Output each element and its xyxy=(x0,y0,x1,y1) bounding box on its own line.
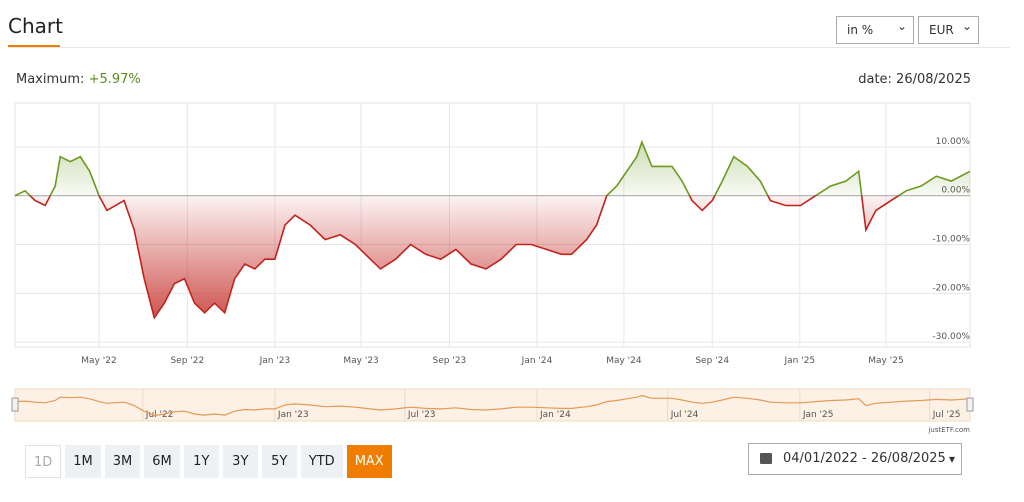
navigator-tick-label: Jan '25 xyxy=(802,410,834,420)
range-button[interactable]: MAX xyxy=(346,445,392,478)
title: Chart xyxy=(8,14,63,38)
line xyxy=(14,139,971,320)
x-tick-label: May '25 xyxy=(868,356,903,366)
x-tick-label: May '23 xyxy=(343,356,378,366)
maximum-label: Maximum: xyxy=(16,72,85,87)
range-button: 1D xyxy=(25,445,62,478)
date: date: 26/08/2025 xyxy=(858,72,971,87)
range-button[interactable]: 6M xyxy=(144,445,180,478)
y-tick-label: -10.00% xyxy=(932,235,970,245)
y-tick-label: -20.00% xyxy=(932,283,970,293)
date-range: 04/01/2022 - 26/08/2025 xyxy=(783,451,946,466)
calendar-icon xyxy=(760,453,772,464)
x-tick-label: Jan '24 xyxy=(521,356,553,366)
x-tick-label: May '22 xyxy=(81,356,116,366)
navigator-tick-label: Jul '24 xyxy=(670,410,699,420)
x-tick-label: Sep '24 xyxy=(695,356,729,366)
range-button[interactable]: 1Y xyxy=(183,445,219,478)
navigator-line xyxy=(14,394,971,417)
credit: justETF.com xyxy=(927,426,970,434)
range-buttons: 1D 1M 3M 6M 1Y 3Y 5Y YTD MAX xyxy=(25,445,392,478)
date-range-picker[interactable]: 04/01/2022 - 26/08/2025 xyxy=(748,443,962,475)
maximum-value: +5.97% xyxy=(88,72,141,87)
range-button[interactable]: 1M xyxy=(65,445,101,478)
y-tick-label: -30.00% xyxy=(932,332,970,342)
x-tick-label: Jan '23 xyxy=(259,356,291,366)
currency-select[interactable]: EUR xyxy=(918,13,979,44)
navigator-tick-label: Jul '23 xyxy=(407,410,436,420)
tab-underline xyxy=(8,45,60,47)
range-button[interactable]: YTD xyxy=(300,445,343,478)
range-button[interactable]: 5Y xyxy=(261,445,297,478)
area xyxy=(15,142,970,318)
navigator-handle[interactable] xyxy=(966,397,974,412)
x-tick-label: Sep '22 xyxy=(170,356,204,366)
range-button[interactable]: 3Y xyxy=(222,445,258,478)
y-tick-label: 10.00% xyxy=(936,137,971,147)
x-tick-label: Jan '25 xyxy=(783,356,815,366)
navigator-tick-label: Jan '23 xyxy=(277,410,309,420)
divider xyxy=(8,47,1010,48)
navigator-handle[interactable] xyxy=(11,397,19,412)
navigator xyxy=(14,388,971,422)
navigator-tick-label: Jan '24 xyxy=(539,410,571,420)
unit-select[interactable]: in % xyxy=(836,13,914,44)
plot-frame xyxy=(14,102,971,348)
maximum: Maximum: +5.97% xyxy=(16,72,141,87)
x-tick-label: May '24 xyxy=(606,356,642,366)
chart: May '22 Sep '22 Jan '23 May '23 Sep '23 Jan '… xyxy=(11,102,974,434)
navigator-tick-label: Jul '25 xyxy=(932,410,961,420)
x-tick-label: Sep '23 xyxy=(433,356,467,366)
range-button[interactable]: 3M xyxy=(104,445,141,478)
